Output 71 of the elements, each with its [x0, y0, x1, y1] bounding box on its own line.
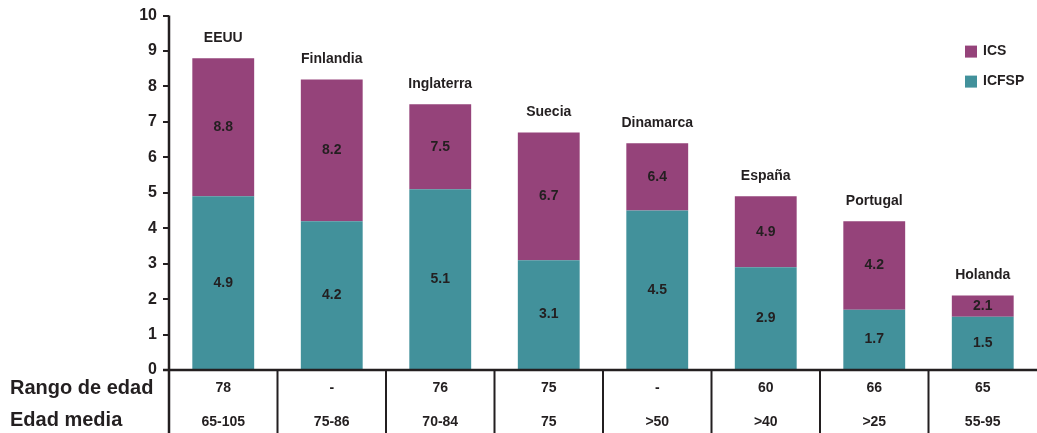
total-label: 6.7 [539, 187, 559, 204]
text: 65 [974, 378, 991, 395]
text: 65-105 [201, 412, 246, 429]
total-label: 8.2 [322, 141, 342, 158]
bar [409, 189, 472, 369]
bar [192, 196, 255, 369]
text: >50 [645, 412, 670, 429]
bar [409, 104, 472, 190]
y-tick-label: 9 [148, 41, 158, 59]
data-label: 4.5 [647, 280, 668, 297]
bar [517, 132, 580, 261]
total-label: 4.9 [756, 222, 776, 239]
x-tick-label: Dinamarca [621, 114, 694, 131]
text: 75 [540, 378, 557, 395]
y-tick-label: 5 [148, 183, 158, 201]
text: - [329, 378, 335, 395]
data-label: 3.1 [539, 305, 559, 322]
total-label: 7.5 [430, 137, 451, 154]
bar [192, 58, 255, 197]
total-label: 6.4 [647, 167, 668, 184]
bar [734, 267, 797, 369]
x-tick-label: Suecia [526, 103, 572, 120]
text: 60 [757, 378, 774, 395]
y-tick-label: 7 [148, 112, 158, 130]
x-tick-label: Inglaterra [408, 75, 473, 92]
text: 75-86 [313, 412, 350, 429]
text: Rango de edad [10, 375, 154, 398]
text: 70-84 [422, 412, 459, 429]
y-tick-label: 8 [148, 76, 158, 94]
text: 78 [215, 378, 232, 395]
bar [517, 260, 580, 369]
text: - [654, 378, 660, 395]
x-tick-label: Portugal [845, 192, 903, 209]
y-tick-label: 2 [148, 289, 158, 307]
bar [843, 221, 906, 310]
legend-label: ICFSP [983, 72, 1025, 89]
text: Edad media [10, 407, 124, 430]
y-tick-label: 6 [148, 147, 158, 165]
bar [300, 221, 363, 369]
y-tick-label: 0 [148, 360, 158, 378]
x-tick-label: Finlandia [301, 50, 363, 67]
x-tick-label: Holanda [955, 266, 1011, 283]
y-tick-label: 1 [148, 324, 158, 342]
text: 55-95 [964, 412, 1001, 429]
total-label: 4.2 [864, 256, 885, 273]
bar [626, 210, 689, 369]
total-label: 2.1 [973, 297, 993, 314]
x-tick-label: España [740, 167, 791, 184]
text: 66 [866, 378, 883, 395]
legend-label: ICS [983, 42, 1007, 59]
x-tick-label: EEUU [203, 28, 243, 45]
data-label: 1.5 [973, 333, 993, 350]
bar [951, 316, 1014, 369]
text: >25 [862, 412, 887, 429]
data-label: 4.2 [322, 285, 342, 302]
y-tick-label: 3 [148, 254, 158, 272]
data-label: 2.9 [756, 308, 776, 325]
data-label: 5.1 [430, 269, 451, 286]
total-label: 8.8 [213, 118, 234, 135]
bar [300, 79, 363, 222]
y-tick-label: 4 [148, 218, 158, 236]
text: 75 [540, 412, 557, 429]
data-label: 4.9 [213, 273, 234, 290]
bar [626, 143, 689, 211]
bar [734, 196, 797, 268]
bar [951, 295, 1014, 317]
text: >40 [753, 412, 778, 429]
text: 76 [432, 378, 449, 395]
data-label: 1.7 [864, 330, 885, 347]
bar [843, 309, 906, 369]
y-tick-label: 10 [139, 6, 158, 24]
